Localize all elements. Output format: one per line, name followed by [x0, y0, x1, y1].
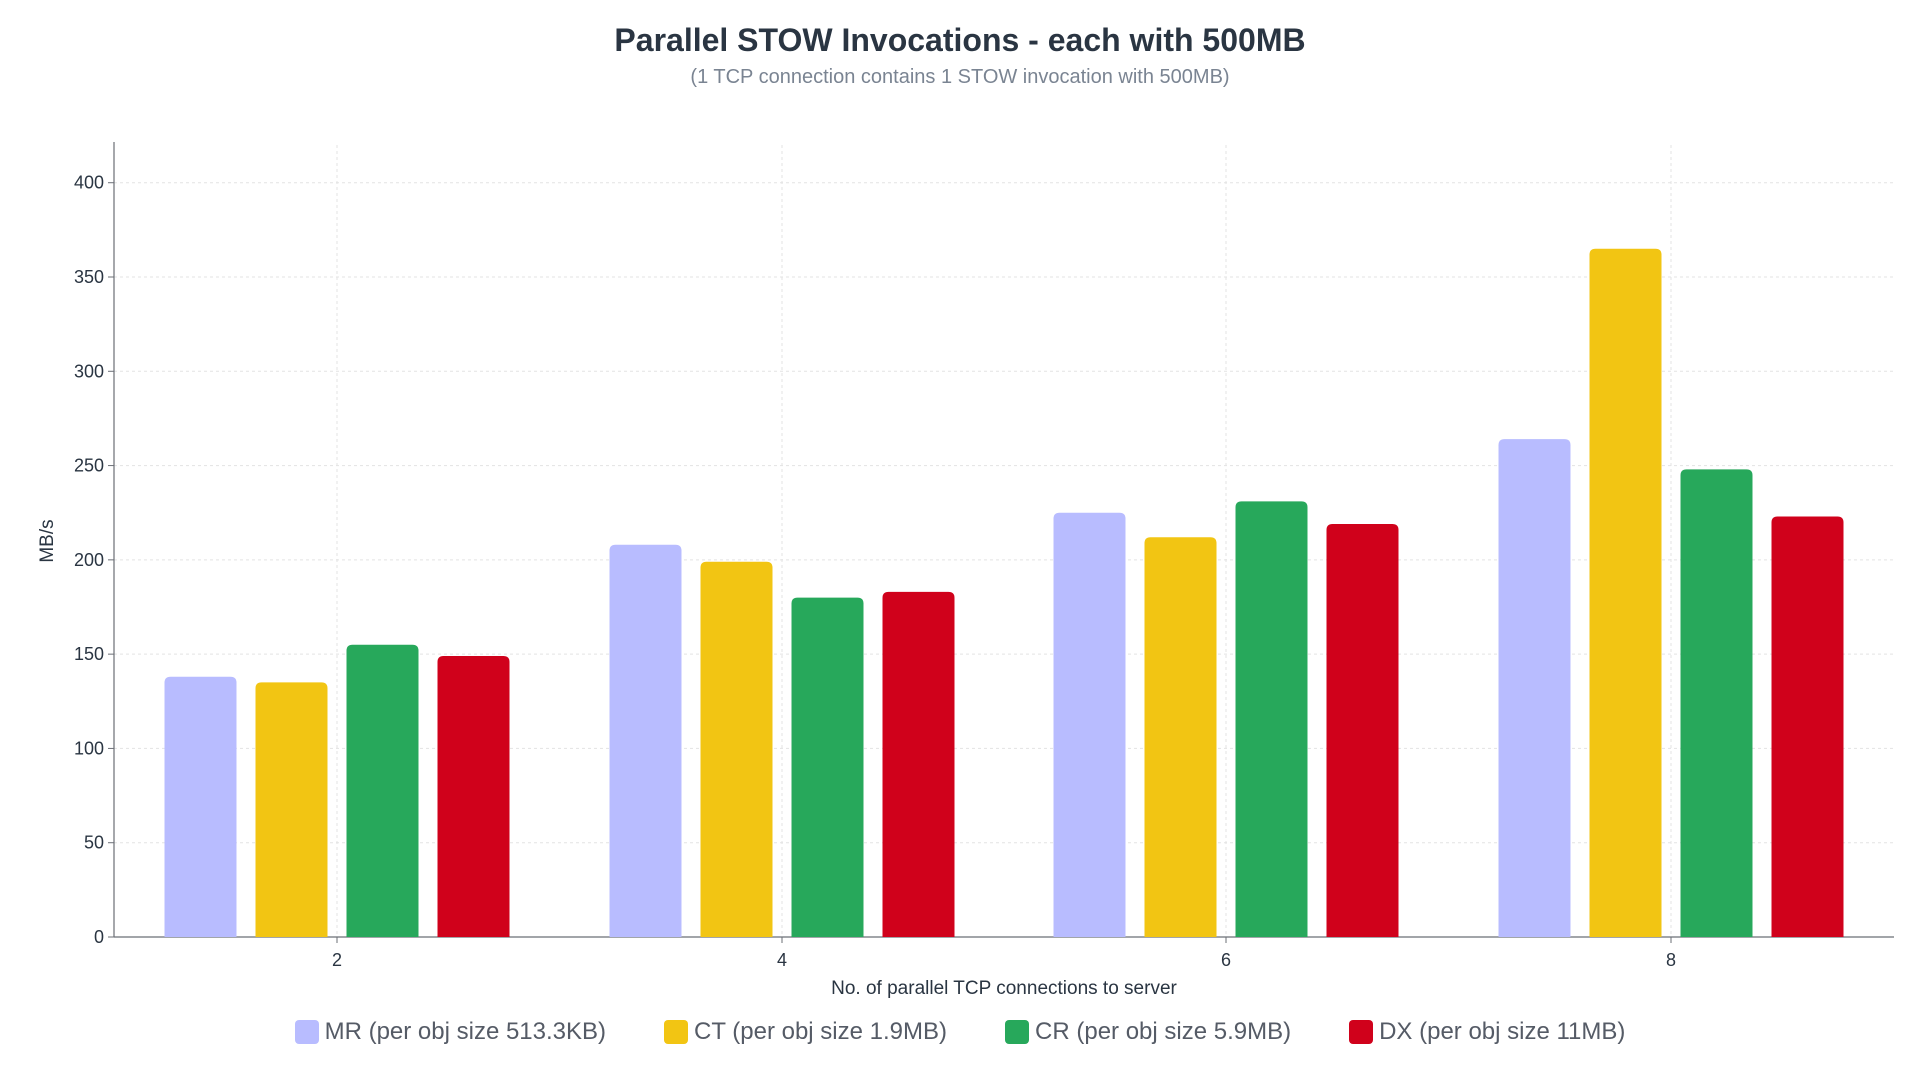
x-tick-label: 2	[332, 950, 342, 970]
legend-item[interactable]: DX (per obj size 11MB)	[1349, 1018, 1625, 1046]
bar-ct-8	[1589, 248, 1662, 937]
bar-dx-4	[882, 591, 955, 937]
legend-label: CR (per obj size 5.9MB)	[1035, 1018, 1292, 1045]
legend-swatch	[294, 1020, 319, 1044]
y-tick-label: 100	[74, 738, 104, 758]
bar-cr-8	[1680, 469, 1753, 937]
x-tick-label: 8	[1666, 950, 1676, 970]
y-tick-label: 350	[74, 267, 104, 287]
y-tick-label: 400	[74, 173, 104, 193]
chart-legend: MR (per obj size 513.3KB) CT (per obj siz…	[0, 1018, 1920, 1046]
chart-title: Parallel STOW Invocations - each with 50…	[614, 22, 1306, 58]
bar-cr-2	[346, 644, 419, 937]
bar-mr-8	[1498, 439, 1571, 937]
legend-swatch	[1349, 1020, 1374, 1044]
legend-item[interactable]: CR (per obj size 5.9MB)	[1005, 1018, 1291, 1046]
bar-mr-2	[164, 676, 237, 937]
bar-cr-6	[1235, 501, 1308, 937]
legend-swatch	[1005, 1020, 1030, 1044]
x-axis-title: No. of parallel TCP connections to serve…	[831, 978, 1177, 999]
bar-dx-6	[1326, 524, 1399, 937]
y-tick-label: 250	[74, 456, 104, 476]
bar-dx-8	[1771, 516, 1844, 937]
y-tick-label: 50	[84, 833, 104, 853]
bar-mr-4	[609, 544, 682, 937]
y-tick-label: 300	[74, 361, 104, 381]
bar-cr-4	[791, 597, 864, 937]
y-axis-title: MB/s	[37, 519, 58, 562]
chart-subtitle: (1 TCP connection contains 1 STOW invoca…	[690, 66, 1230, 88]
legend-label: CT (per obj size 1.9MB)	[694, 1018, 948, 1045]
y-tick-label: 0	[94, 927, 104, 947]
bar-layer	[164, 248, 1844, 937]
x-tick-label: 4	[777, 950, 787, 970]
legend-item[interactable]: MR (per obj size 513.3KB)	[294, 1018, 607, 1046]
legend-swatch	[664, 1020, 689, 1044]
legend-label: DX (per obj size 11MB)	[1379, 1018, 1626, 1045]
legend-label: MR (per obj size 513.3KB)	[324, 1018, 607, 1045]
bar-ct-4	[700, 561, 773, 937]
bar-dx-2	[437, 656, 510, 937]
bar-mr-6	[1053, 512, 1126, 937]
legend-item[interactable]: CT (per obj size 1.9MB)	[664, 1018, 947, 1046]
y-tick-label: 200	[74, 550, 104, 570]
y-tick-label: 150	[74, 644, 104, 664]
x-tick-label: 6	[1221, 950, 1231, 970]
bar-ct-6	[1144, 537, 1217, 937]
bar-ct-2	[255, 682, 328, 937]
label-layer: 0 50 100 150 200 250 300 350 400 2 4 6 8 No. of paral…	[37, 173, 1676, 999]
